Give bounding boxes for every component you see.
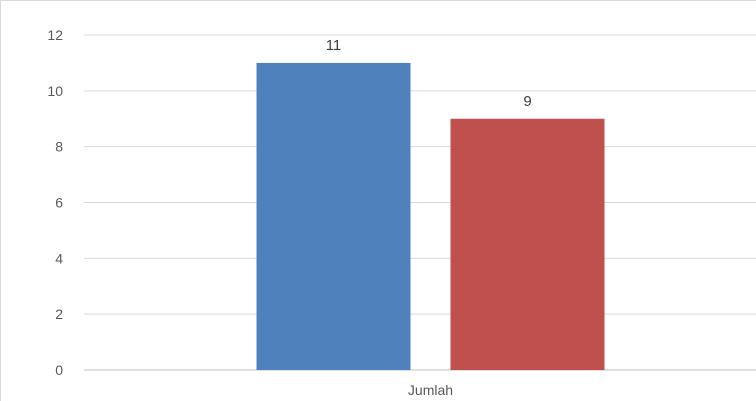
- y-tick-label: 10: [47, 83, 63, 99]
- y-tick-label: 2: [55, 306, 63, 322]
- labels: 0 2 4 6 8 10 12 11 9 Jumlah: [47, 27, 531, 398]
- y-tick-label: 12: [47, 27, 63, 43]
- y-tick-label: 0: [55, 362, 63, 378]
- data-label-series-1: 11: [326, 37, 342, 54]
- y-tick-label: 6: [55, 195, 63, 211]
- bar-series-1: [256, 62, 411, 371]
- bars: [256, 62, 605, 371]
- y-tick-label: 8: [55, 139, 63, 155]
- data-label-series-2: 9: [523, 93, 531, 110]
- bar-series-2: [450, 118, 605, 370]
- gridlines: [84, 34, 756, 315]
- x-category-label: Jumlah: [408, 382, 453, 398]
- y-tick-label: 4: [55, 250, 63, 266]
